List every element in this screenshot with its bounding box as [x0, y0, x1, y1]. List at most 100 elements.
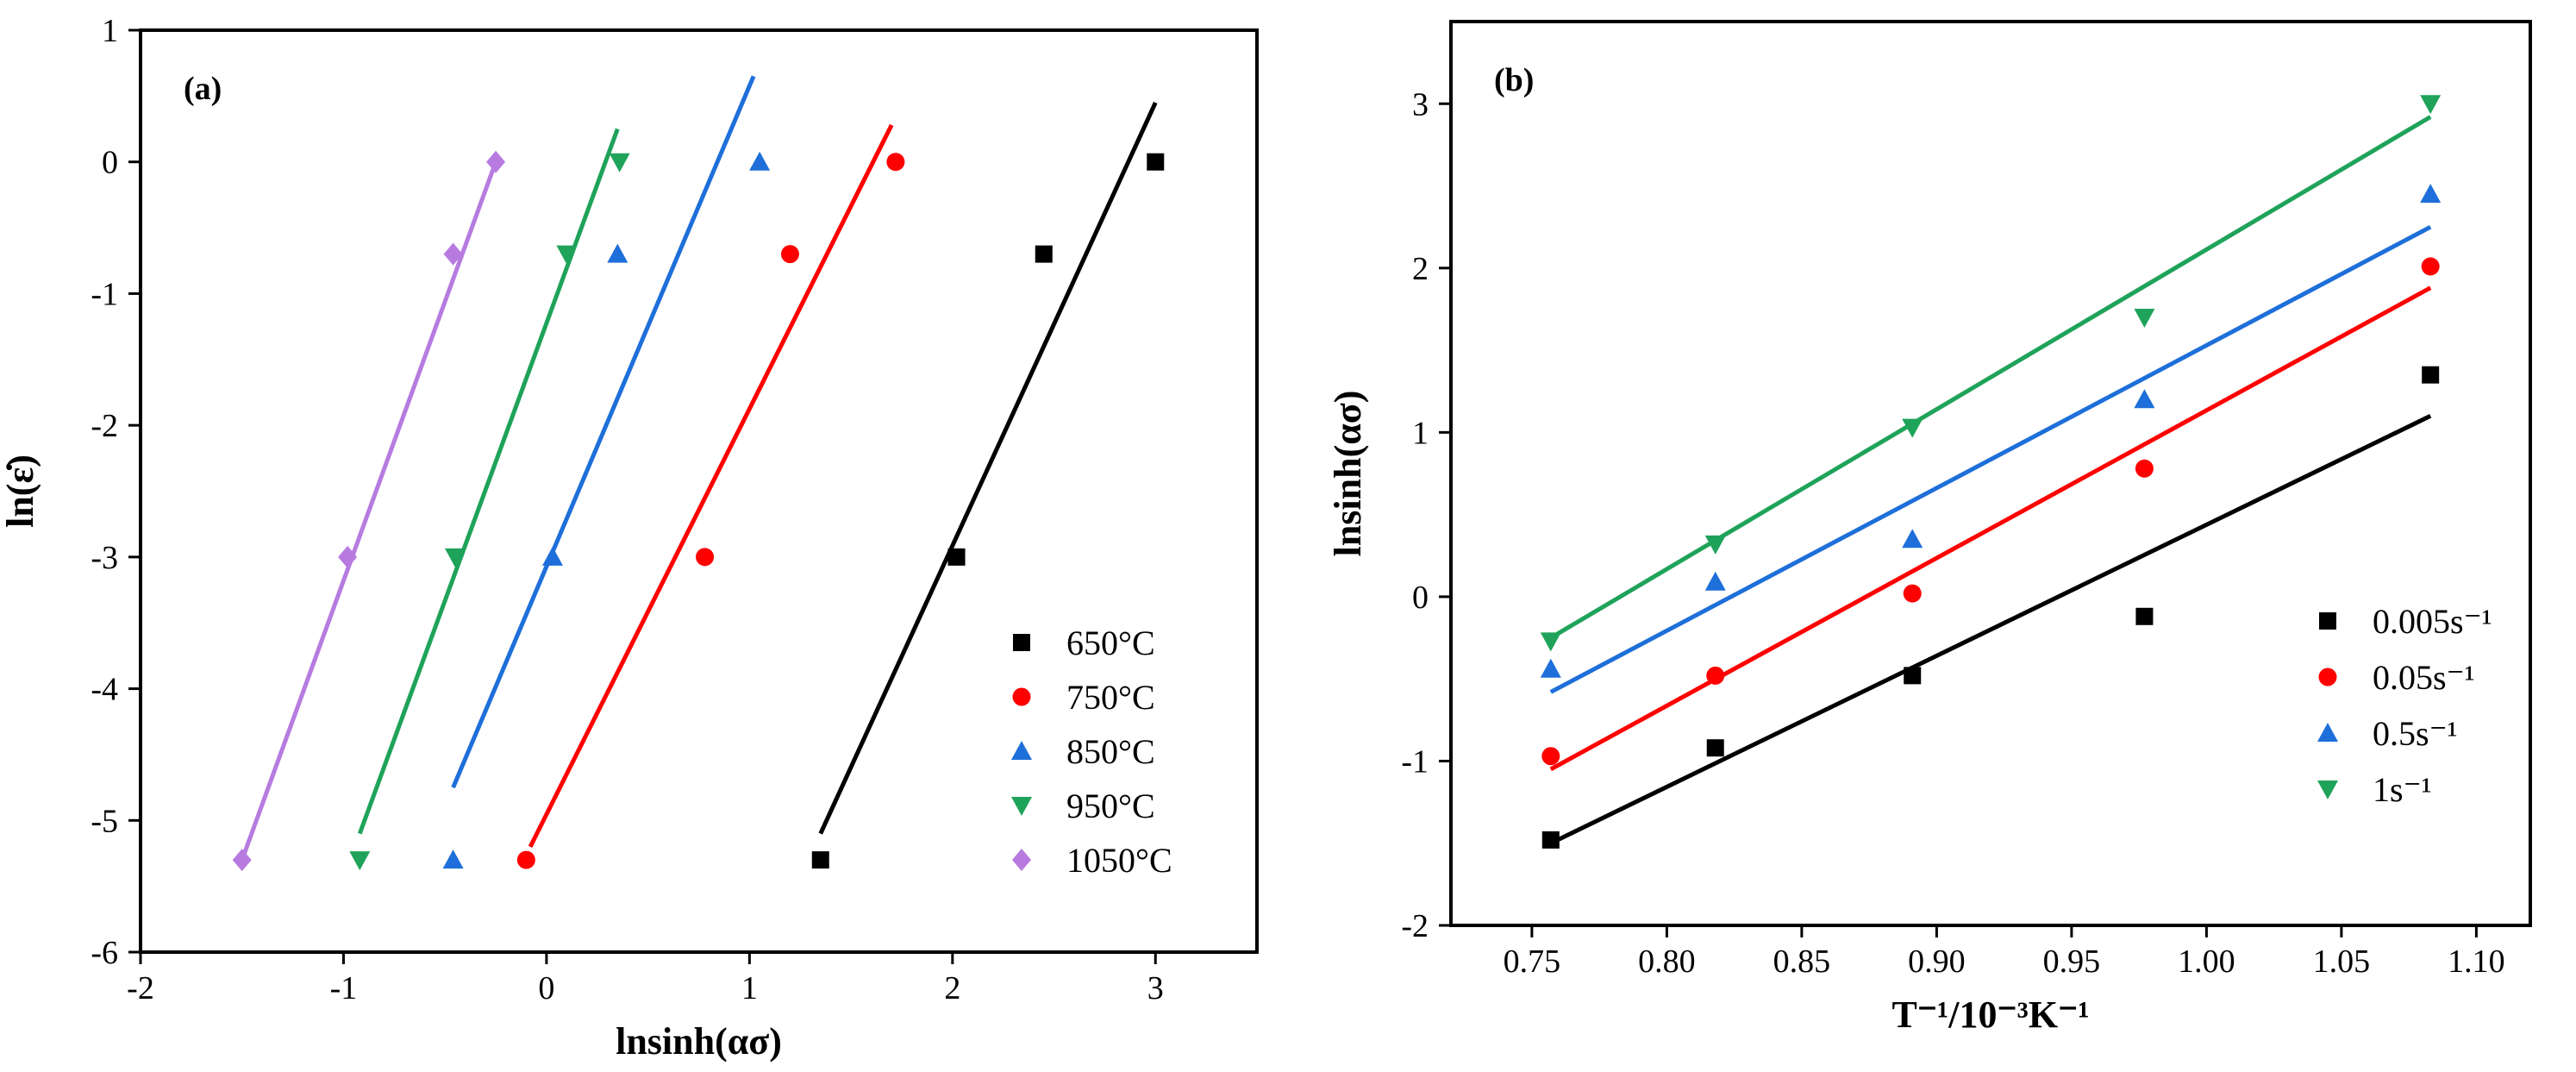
panel-label: (b) [1494, 62, 1534, 98]
legend-marker [2317, 723, 2338, 742]
y-tick-label: -2 [1401, 908, 1429, 944]
data-point [486, 150, 506, 173]
legend-marker [1011, 741, 1032, 760]
data-point [541, 546, 563, 566]
legend-label: 850°C [1066, 732, 1155, 771]
x-tick-label: 3 [1147, 970, 1164, 1006]
x-axis-label: lnsinh(ασ) [616, 1020, 782, 1063]
data-point [780, 245, 799, 264]
plot-frame [139, 28, 1259, 954]
data-point [443, 242, 463, 266]
y-tick-label: 1 [1412, 415, 1429, 451]
legend-marker [1012, 687, 1031, 706]
y-tick-label: 3 [1412, 86, 1429, 122]
data-point [1540, 632, 1561, 652]
data-point [1904, 667, 1922, 685]
x-tick-label: 0 [538, 970, 554, 1006]
data-point [349, 851, 371, 871]
x-tick-label: 0.75 [1504, 943, 1561, 980]
x-tick-label: 1.00 [2178, 943, 2235, 980]
legend-marker [1011, 797, 1032, 816]
legend-label: 950°C [1066, 787, 1155, 825]
legend-marker [2317, 780, 2338, 799]
fit-line-1 [1549, 285, 2432, 772]
data-point [1706, 739, 1724, 757]
fit-line-1 [528, 123, 894, 848]
data-point [2135, 607, 2154, 625]
y-axis-label: ln(ε̇) [0, 455, 41, 528]
x-tick-label: 1.05 [2313, 943, 2371, 980]
data-point [1541, 831, 1560, 849]
data-point [556, 245, 578, 265]
data-point [607, 243, 628, 263]
data-point [1903, 584, 1922, 603]
data-point [442, 849, 464, 869]
y-tick-label: 2 [1412, 251, 1429, 287]
data-point [2135, 459, 2154, 478]
legend-label: 0.5s⁻¹ [2373, 714, 2458, 753]
x-tick-label: -1 [330, 970, 358, 1006]
x-tick-label: 0.90 [1908, 943, 1966, 980]
data-point [886, 153, 905, 172]
data-point [947, 548, 966, 566]
data-point [444, 548, 466, 567]
fit-line-2 [451, 75, 756, 789]
x-tick-label: 0.85 [1773, 943, 1831, 980]
x-axis-label: T⁻¹/10⁻³K⁻¹ [1891, 994, 2089, 1036]
legend-label: 650°C [1066, 624, 1155, 662]
x-tick-label: 0.95 [2043, 943, 2101, 980]
data-point [1902, 418, 1923, 438]
x-tick-label: 1 [741, 970, 758, 1006]
legend-label: 0.05s⁻¹ [2373, 658, 2475, 697]
y-axis-label: lnsinh(ασ) [1327, 391, 1369, 557]
data-point [1540, 658, 1561, 678]
x-tick-label: 0.80 [1638, 943, 1696, 980]
legend-marker [1012, 849, 1031, 871]
data-point [2134, 308, 2155, 328]
data-point [811, 851, 829, 869]
y-tick-label: -1 [1401, 743, 1429, 780]
fit-line-4 [240, 160, 498, 861]
fit-line-3 [357, 128, 620, 835]
data-point [1706, 666, 1725, 685]
data-point [696, 548, 715, 567]
y-tick-label: -1 [91, 276, 118, 312]
y-tick-label: 0 [102, 145, 118, 181]
fit-line-0 [818, 101, 1158, 835]
legend-label: 0.005s⁻¹ [2373, 602, 2492, 641]
panel-label: (a) [184, 71, 222, 107]
data-point [232, 849, 252, 872]
data-point [1704, 571, 1726, 591]
x-tick-label: 1.10 [2448, 943, 2505, 980]
x-tick-label: -2 [127, 970, 154, 1006]
y-tick-label: -5 [91, 803, 118, 839]
data-point [1035, 245, 1053, 263]
x-tick-label: 2 [944, 970, 960, 1006]
y-tick-label: -6 [91, 935, 118, 971]
y-tick-label: -4 [91, 672, 118, 708]
y-tick-label: 1 [102, 13, 118, 49]
legend-marker [2318, 668, 2337, 686]
fit-line-3 [1549, 115, 2432, 640]
plot-frame [1449, 20, 2532, 927]
y-tick-label: 0 [1412, 580, 1429, 616]
fit-line-2 [1549, 224, 2432, 694]
data-point [1902, 529, 1923, 549]
data-point [609, 153, 630, 172]
data-point [749, 151, 771, 171]
data-point [1704, 535, 1726, 555]
data-point [2420, 95, 2442, 115]
data-point [2421, 257, 2440, 276]
data-point [2134, 389, 2155, 409]
data-point [2422, 366, 2440, 384]
data-point [2420, 184, 2442, 204]
legend-label: 1050°C [1066, 841, 1172, 880]
legend-marker [1013, 634, 1030, 651]
data-point [338, 545, 358, 568]
fit-line-0 [1549, 414, 2432, 845]
data-point [1541, 747, 1560, 766]
y-tick-label: -2 [91, 408, 118, 444]
data-point [516, 850, 535, 869]
legend-label: 1s⁻¹ [2373, 770, 2432, 809]
